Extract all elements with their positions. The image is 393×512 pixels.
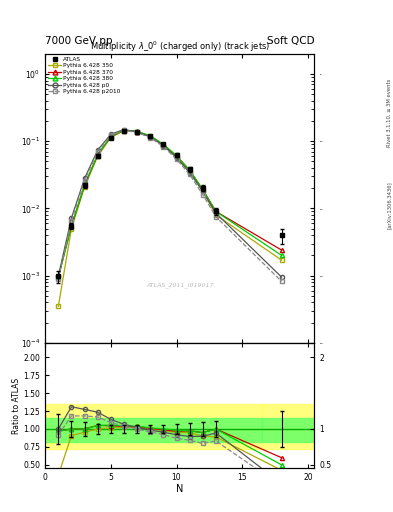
- X-axis label: N: N: [176, 484, 184, 494]
- Text: [arXiv:1306.3436]: [arXiv:1306.3436]: [387, 181, 392, 229]
- Y-axis label: Ratio to ATLAS: Ratio to ATLAS: [11, 377, 20, 434]
- Text: ATLAS_2011_I919017: ATLAS_2011_I919017: [146, 282, 213, 288]
- Text: 7000 GeV pp: 7000 GeV pp: [45, 36, 113, 46]
- Legend: ATLAS, Pythia 6.428 350, Pythia 6.428 370, Pythia 6.428 380, Pythia 6.428 p0, Py: ATLAS, Pythia 6.428 350, Pythia 6.428 37…: [47, 55, 122, 96]
- Text: Rivet 3.1.10, ≥ 3M events: Rivet 3.1.10, ≥ 3M events: [387, 78, 392, 147]
- Title: Multiplicity $\lambda\_0^0$ (charged only) (track jets): Multiplicity $\lambda\_0^0$ (charged onl…: [90, 39, 270, 54]
- Text: Soft QCD: Soft QCD: [267, 36, 314, 46]
